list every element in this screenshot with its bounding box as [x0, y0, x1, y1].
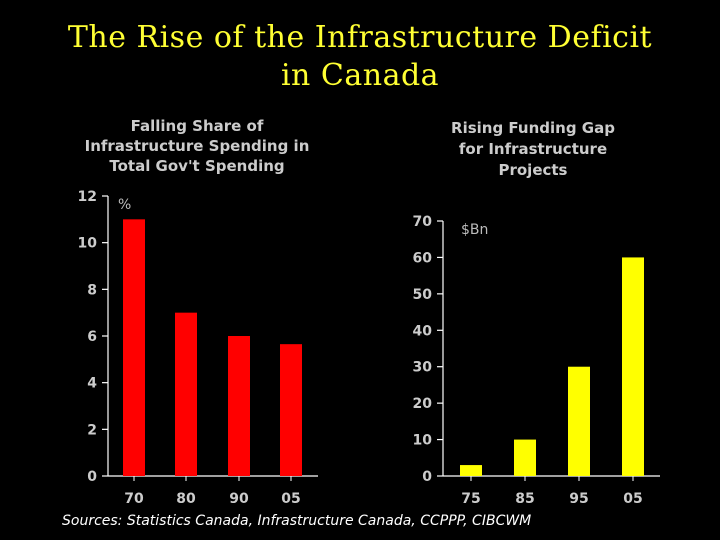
right-y-tick-label: 10: [413, 433, 433, 449]
left-chart-title-line: Total Gov't Spending: [109, 157, 284, 175]
right-y-tick-label: 50: [413, 287, 433, 303]
left-bar-80: [175, 312, 197, 476]
right-bar-05: [622, 257, 644, 476]
slide-title-line-2: in Canada: [280, 58, 440, 93]
left-y-tick-label: 0: [87, 469, 97, 485]
right-y-tick-label: 0: [422, 469, 432, 485]
right-chart-title-line: Rising Funding Gap: [451, 119, 615, 137]
right-chart-title-line: for Infrastructure: [459, 140, 607, 158]
right-y-tick-label: 20: [413, 396, 433, 412]
right-chart: Rising Funding Gap for Infrastructure Proj…: [413, 119, 660, 507]
left-x-tick-label: 80: [176, 491, 196, 507]
left-x-tick-label: 05: [281, 491, 300, 507]
left-y-tick-label: 6: [87, 329, 97, 345]
left-chart-title-line: Falling Share of: [131, 117, 264, 135]
slide-title-line-1: The Rise of the Infrastructure Deficit: [67, 20, 653, 55]
right-bar-85: [514, 439, 536, 476]
left-y-tick-label: 10: [78, 236, 98, 252]
right-x-tick-label: 75: [461, 491, 480, 507]
right-chart-title-line: Projects: [498, 161, 567, 179]
right-x-tick-label: 05: [623, 491, 642, 507]
left-x-tick-label: 90: [229, 491, 249, 507]
left-chart-title-line: Infrastructure Spending in: [85, 137, 310, 155]
right-y-tick-label: 30: [413, 360, 433, 376]
sources-note: Sources: Statistics Canada, Infrastructu…: [62, 513, 532, 529]
left-bar-05: [280, 344, 302, 476]
right-x-tick-label: 85: [515, 491, 534, 507]
left-y-tick-label: 12: [78, 189, 97, 205]
left-y-tick-label: 8: [87, 282, 97, 298]
right-y-tick-label: 40: [413, 323, 433, 339]
right-bar-75: [460, 465, 482, 476]
left-unit-label: %: [118, 197, 131, 213]
left-x-tick-label: 70: [124, 491, 144, 507]
right-y-tick-label: 70: [413, 214, 433, 230]
left-bar-90: [228, 336, 250, 476]
right-x-tick-label: 95: [569, 491, 588, 507]
right-bar-95: [568, 366, 590, 476]
right-y-tick-label: 60: [413, 250, 433, 266]
left-chart: Falling Share of Infrastructure Spending …: [78, 117, 318, 507]
right-unit-label: $Bn: [461, 222, 488, 238]
left-bar-70: [123, 219, 145, 477]
left-y-tick-label: 4: [87, 376, 97, 392]
left-y-tick-label: 2: [87, 422, 97, 438]
